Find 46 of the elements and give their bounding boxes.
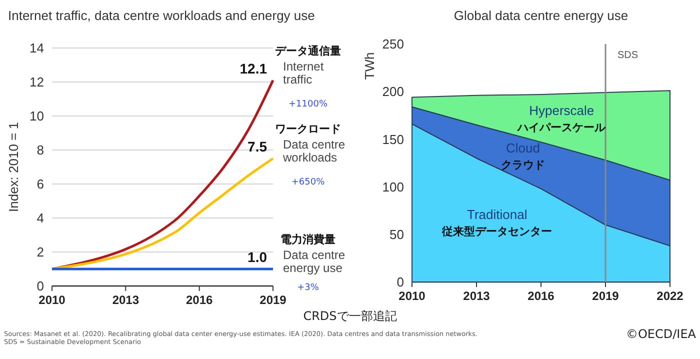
series-label: Cloud クラウド — [500, 140, 545, 172]
text: +1100% — [288, 99, 328, 110]
y-tick-label: 100 — [382, 179, 404, 194]
y-axis-title: Index: 2010 = 1 — [6, 122, 21, 212]
text: +650% — [291, 178, 326, 188]
chart-title: Global data centre energy use — [454, 8, 628, 23]
series-label: Traditional 従来型データセンター — [441, 206, 552, 238]
y-tick-label: 4 — [36, 210, 44, 226]
y-tick-label: 250 — [382, 36, 404, 52]
text: ©OECD/IEA — [626, 327, 697, 341]
x-tick-label: 2019 — [260, 293, 287, 307]
y-axis-title: TWh — [362, 52, 377, 80]
x-tick-label: 2016 — [528, 289, 555, 303]
series-label: Internet traffic — [283, 59, 324, 86]
y-tick-label: 0 — [396, 274, 404, 290]
ref-line-label: SDS — [618, 50, 638, 61]
y-tick-label: 200 — [382, 84, 404, 100]
series-label: Hyperscale ハイパースケール — [516, 102, 607, 134]
y-tick-label: 0 — [36, 278, 44, 294]
x-tick-label: 2010 — [398, 289, 426, 303]
text: CRDSで一部追記 — [303, 309, 397, 323]
text: +3% — [297, 283, 320, 293]
x-tick-label: 2022 — [656, 289, 684, 303]
y-tick-label: 10 — [30, 108, 44, 124]
x-tick-label: 2013 — [112, 293, 140, 307]
y-tick-label: 12 — [30, 74, 44, 90]
series-label: Data centre workloads — [282, 138, 346, 164]
y-tick-label: 8 — [36, 142, 44, 158]
data-label: 12.1 — [240, 60, 268, 76]
text: ワークロード — [275, 122, 341, 136]
series-label: Data centre energy use — [283, 248, 346, 275]
y-tick-label: 2 — [36, 244, 44, 260]
y-tick-label: 150 — [382, 132, 404, 147]
x-tick-label: 2010 — [38, 293, 66, 307]
data-label: 1.0 — [248, 249, 268, 265]
y-tick-label: 6 — [36, 176, 44, 192]
chart-title: Internet traffic, data centre workloads and energy use — [8, 8, 315, 23]
x-tick-label: 2013 — [463, 289, 490, 303]
x-tick-label: 2019 — [592, 289, 620, 303]
x-tick-label: 2016 — [186, 293, 214, 307]
y-tick-label: 50 — [390, 226, 404, 242]
text: 電力消費量 — [280, 233, 336, 246]
line-series — [50, 157, 274, 270]
text: データ通信量 — [275, 44, 341, 58]
data-label: 7.5 — [248, 138, 268, 154]
y-tick-label: 14 — [30, 40, 44, 56]
